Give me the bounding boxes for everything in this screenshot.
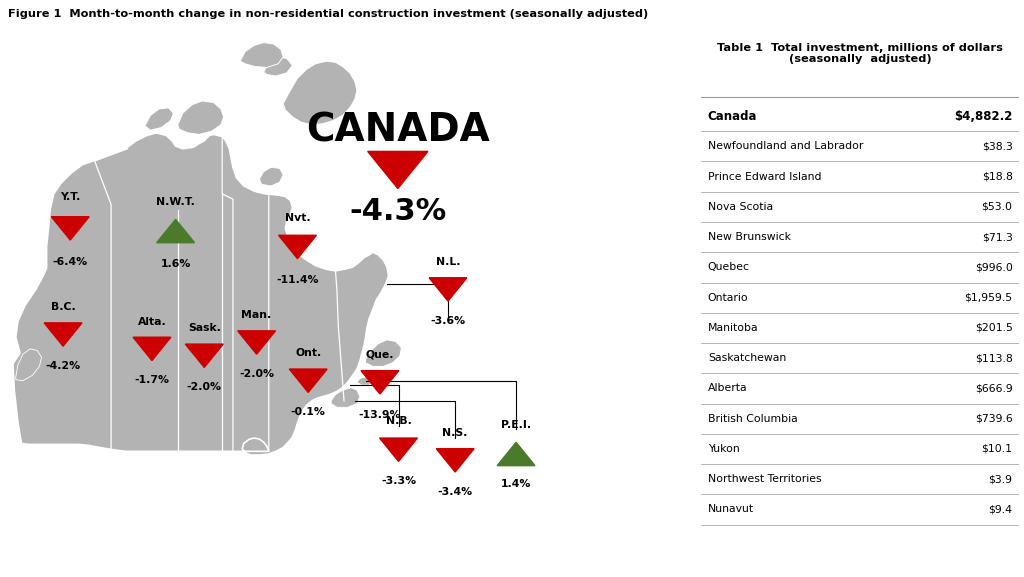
Text: New Brunswick: New Brunswick bbox=[708, 232, 791, 242]
Text: 1.6%: 1.6% bbox=[161, 258, 190, 269]
Text: Prince Edward Island: Prince Edward Island bbox=[708, 171, 821, 182]
Text: Ontario: Ontario bbox=[708, 293, 749, 303]
Text: Nova Scotia: Nova Scotia bbox=[708, 202, 773, 212]
Text: British Columbia: British Columbia bbox=[708, 414, 798, 424]
Polygon shape bbox=[283, 61, 357, 125]
Text: $666.9: $666.9 bbox=[975, 384, 1013, 394]
Text: $3.9: $3.9 bbox=[988, 474, 1013, 484]
Polygon shape bbox=[331, 388, 359, 407]
Text: $1,959.5: $1,959.5 bbox=[965, 293, 1013, 303]
Text: N.L.: N.L. bbox=[436, 257, 460, 267]
Text: -3.6%: -3.6% bbox=[430, 316, 466, 326]
Text: Northwest Territories: Northwest Territories bbox=[708, 474, 821, 484]
Polygon shape bbox=[429, 278, 467, 301]
Polygon shape bbox=[144, 108, 173, 130]
Polygon shape bbox=[15, 349, 42, 381]
Polygon shape bbox=[133, 337, 171, 361]
Polygon shape bbox=[436, 449, 474, 472]
Polygon shape bbox=[357, 377, 373, 385]
Text: -2.0%: -2.0% bbox=[186, 383, 222, 392]
Text: -11.4%: -11.4% bbox=[276, 275, 318, 284]
Text: $38.3: $38.3 bbox=[982, 141, 1013, 151]
Text: Que.: Que. bbox=[366, 350, 394, 359]
Text: Table 1  Total investment, millions of dollars
(seasonally  adjusted): Table 1 Total investment, millions of do… bbox=[717, 43, 1004, 64]
Text: $4,882.2: $4,882.2 bbox=[954, 110, 1013, 122]
Text: Canada: Canada bbox=[708, 110, 758, 122]
Polygon shape bbox=[366, 340, 401, 366]
Polygon shape bbox=[44, 323, 82, 346]
Polygon shape bbox=[279, 235, 316, 258]
Polygon shape bbox=[498, 443, 535, 466]
Text: -6.4%: -6.4% bbox=[52, 257, 88, 267]
Polygon shape bbox=[178, 101, 223, 134]
Text: Alberta: Alberta bbox=[708, 384, 748, 394]
Text: Figure 1  Month-to-month change in non-residential construction investment (seas: Figure 1 Month-to-month change in non-re… bbox=[8, 9, 648, 18]
Polygon shape bbox=[290, 369, 327, 392]
Polygon shape bbox=[51, 217, 89, 240]
Text: Manitoba: Manitoba bbox=[708, 323, 759, 333]
Text: B.C.: B.C. bbox=[51, 302, 76, 312]
Polygon shape bbox=[13, 133, 388, 455]
Text: N.B.: N.B. bbox=[386, 417, 412, 426]
Text: Alta.: Alta. bbox=[137, 317, 166, 327]
Text: P.E.I.: P.E.I. bbox=[501, 420, 531, 430]
Polygon shape bbox=[259, 167, 283, 186]
Text: -3.4%: -3.4% bbox=[437, 487, 473, 497]
Text: $53.0: $53.0 bbox=[982, 202, 1013, 212]
Text: -2.0%: -2.0% bbox=[240, 369, 274, 379]
Text: Newfoundland and Labrador: Newfoundland and Labrador bbox=[708, 141, 863, 151]
Text: Ont.: Ont. bbox=[295, 349, 322, 358]
Text: -4.2%: -4.2% bbox=[45, 361, 81, 371]
Text: Nvt.: Nvt. bbox=[285, 213, 310, 223]
Text: -4.3%: -4.3% bbox=[349, 197, 446, 226]
Polygon shape bbox=[240, 43, 283, 68]
Text: -13.9%: -13.9% bbox=[358, 410, 401, 420]
Polygon shape bbox=[380, 438, 418, 462]
Polygon shape bbox=[238, 331, 275, 354]
Text: Yukon: Yukon bbox=[708, 444, 739, 454]
Text: $10.1: $10.1 bbox=[982, 444, 1013, 454]
Text: Nunavut: Nunavut bbox=[708, 504, 754, 515]
Polygon shape bbox=[157, 219, 195, 243]
Polygon shape bbox=[361, 370, 398, 394]
Text: $71.3: $71.3 bbox=[982, 232, 1013, 242]
Polygon shape bbox=[368, 151, 428, 189]
Text: N.W.T.: N.W.T. bbox=[157, 197, 195, 207]
Text: $739.6: $739.6 bbox=[975, 414, 1013, 424]
Text: -0.1%: -0.1% bbox=[291, 407, 326, 417]
Text: Quebec: Quebec bbox=[708, 263, 750, 272]
Polygon shape bbox=[264, 57, 293, 76]
Text: Sask.: Sask. bbox=[187, 323, 221, 333]
Text: $201.5: $201.5 bbox=[975, 323, 1013, 333]
Text: Y.T.: Y.T. bbox=[60, 192, 81, 202]
Text: -1.7%: -1.7% bbox=[134, 376, 169, 385]
Text: $18.8: $18.8 bbox=[982, 171, 1013, 182]
Text: $113.8: $113.8 bbox=[975, 353, 1013, 363]
Text: $996.0: $996.0 bbox=[975, 263, 1013, 272]
Text: $9.4: $9.4 bbox=[988, 504, 1013, 515]
Text: -3.3%: -3.3% bbox=[381, 476, 416, 486]
Text: 1.4%: 1.4% bbox=[501, 479, 531, 489]
Text: Man.: Man. bbox=[242, 310, 271, 320]
Text: Saskatchewan: Saskatchewan bbox=[708, 353, 786, 363]
Text: CANADA: CANADA bbox=[306, 111, 489, 149]
Polygon shape bbox=[185, 344, 223, 368]
Text: N.S.: N.S. bbox=[442, 428, 468, 438]
